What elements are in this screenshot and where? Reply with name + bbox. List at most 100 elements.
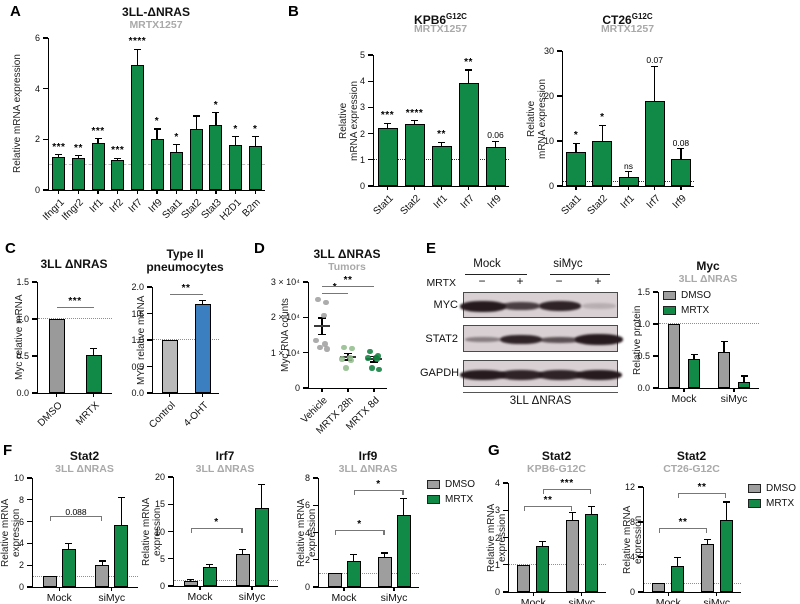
chart-3ll-dnras-mrna: 3LL-ΔNRAS MRTX1257 Relative mRNA expressio… <box>8 2 276 232</box>
bracket-tick <box>590 488 592 494</box>
blot-band <box>576 369 622 380</box>
western-blot-panel: Mock siMyc MRTX − + − + MYC STAT2 GAPDH 3LL ΔNRAS <box>420 240 675 412</box>
error-bar-cap <box>98 560 106 562</box>
bar <box>718 351 730 388</box>
panel-label-f: F <box>3 442 13 459</box>
y-axis-label: Relative mRNA expression <box>526 78 548 159</box>
y-tick-label: 0.5 <box>16 351 29 361</box>
bar <box>644 100 665 186</box>
x-tick <box>136 190 138 194</box>
mean-line <box>314 325 330 327</box>
bar <box>42 576 57 587</box>
mrtx-swatch <box>748 499 761 508</box>
significance-bracket <box>353 489 404 496</box>
significance-bracket <box>56 307 94 313</box>
x-tick <box>532 592 534 596</box>
error-bar <box>175 144 178 152</box>
sem-cap-bottom <box>370 361 378 363</box>
y-axis-label: Relative mRNA expression <box>338 80 360 161</box>
error-bar-cap <box>187 579 194 581</box>
bar <box>517 564 531 592</box>
chart-subtitle: KPB6-G12C <box>527 463 586 475</box>
y-tick-label: 0 <box>18 582 24 592</box>
bar <box>189 128 203 190</box>
x-tick <box>733 388 735 392</box>
error-bar <box>136 49 138 65</box>
error-bar-cap <box>212 112 220 114</box>
error-bar-cap <box>674 556 682 559</box>
dmso-swatch <box>748 484 761 493</box>
error-bar <box>494 141 497 147</box>
chart-title: Stat2 <box>541 449 572 463</box>
y-tick-label: 0 <box>304 582 310 592</box>
y-tick-label: 0 <box>294 383 300 393</box>
error-bar <box>68 543 70 550</box>
baseline-reference <box>174 579 278 581</box>
x-tick <box>601 186 603 190</box>
data-point <box>315 296 321 303</box>
y-tick <box>43 189 48 191</box>
y-tick-label: 4 <box>304 527 310 538</box>
significance-label: *** <box>111 145 125 157</box>
error-bar <box>723 341 725 352</box>
data-point <box>374 356 380 362</box>
significance-label: ** <box>543 494 553 506</box>
significance-label: ** <box>74 142 83 154</box>
error-bar <box>590 506 592 514</box>
error-bar <box>120 497 122 525</box>
y-tick <box>368 106 373 109</box>
error-bar <box>575 143 577 152</box>
data-point <box>321 312 327 319</box>
significance-label: ** <box>343 274 353 286</box>
legend-item: DMSO <box>748 483 796 494</box>
bar <box>111 160 125 190</box>
blot-strip <box>460 360 622 387</box>
blot-band <box>502 302 540 310</box>
y-tick-label: 2 <box>304 554 310 565</box>
blot-band <box>460 300 506 312</box>
x-tick <box>716 592 718 596</box>
error-bar-cap <box>117 497 125 499</box>
y-tick-label: 5 <box>159 553 165 564</box>
y-tick <box>503 482 508 484</box>
bracket-tick <box>334 530 336 536</box>
y-tick <box>313 559 318 561</box>
chart-stat2-ct26: Stat2 CT26-G12C Relative mRNA expression Mo… <box>622 446 748 604</box>
y-tick-label: 20 <box>154 472 165 482</box>
x-tick <box>58 587 60 591</box>
bar <box>114 524 129 587</box>
significance-label: * <box>213 99 219 111</box>
error-bar-cap <box>206 563 213 566</box>
x-tick <box>234 190 237 194</box>
y-tick-label: 1.5 <box>16 277 29 287</box>
error-bar-cap <box>411 120 418 122</box>
y-tick <box>147 392 152 394</box>
blot-band <box>500 335 542 344</box>
chart-myc-protein-quant: Myc 3LL ΔNRAS Relative protein Mock siMyc 0.0… <box>630 246 800 446</box>
y-tick-label: 0.0 <box>637 383 650 393</box>
plot-area: *** Stat1 **** Stat2 ** Irf1 ** Irf7 0.06 Irf9 <box>368 54 509 217</box>
error-bar <box>693 354 695 360</box>
bracket-tick <box>706 528 708 534</box>
blot-band <box>460 369 506 380</box>
bracket-tick <box>658 528 660 534</box>
y-tick <box>503 591 508 593</box>
error-bar <box>58 154 60 158</box>
y-tick-label: 10 <box>154 526 165 537</box>
error-bar <box>97 138 99 144</box>
x-tick <box>77 190 80 194</box>
error-bar-cap <box>722 501 730 503</box>
data-point <box>339 356 345 362</box>
data-point <box>369 365 375 371</box>
y-tick-label: 2 × 10⁴ <box>270 312 300 323</box>
y-tick <box>638 486 643 488</box>
sem-cap-bottom <box>344 359 352 361</box>
y-tick-label: 0.5 <box>637 351 650 361</box>
bar <box>700 543 714 592</box>
blot-treatment-label: MRTX <box>426 277 456 289</box>
error-bar <box>440 142 443 147</box>
y-axis-label: Myc RNA counts <box>280 298 291 372</box>
error-bar-cap <box>232 136 240 138</box>
bracket-tick <box>402 489 404 495</box>
plot-area: Mock siMyc <box>653 291 759 405</box>
